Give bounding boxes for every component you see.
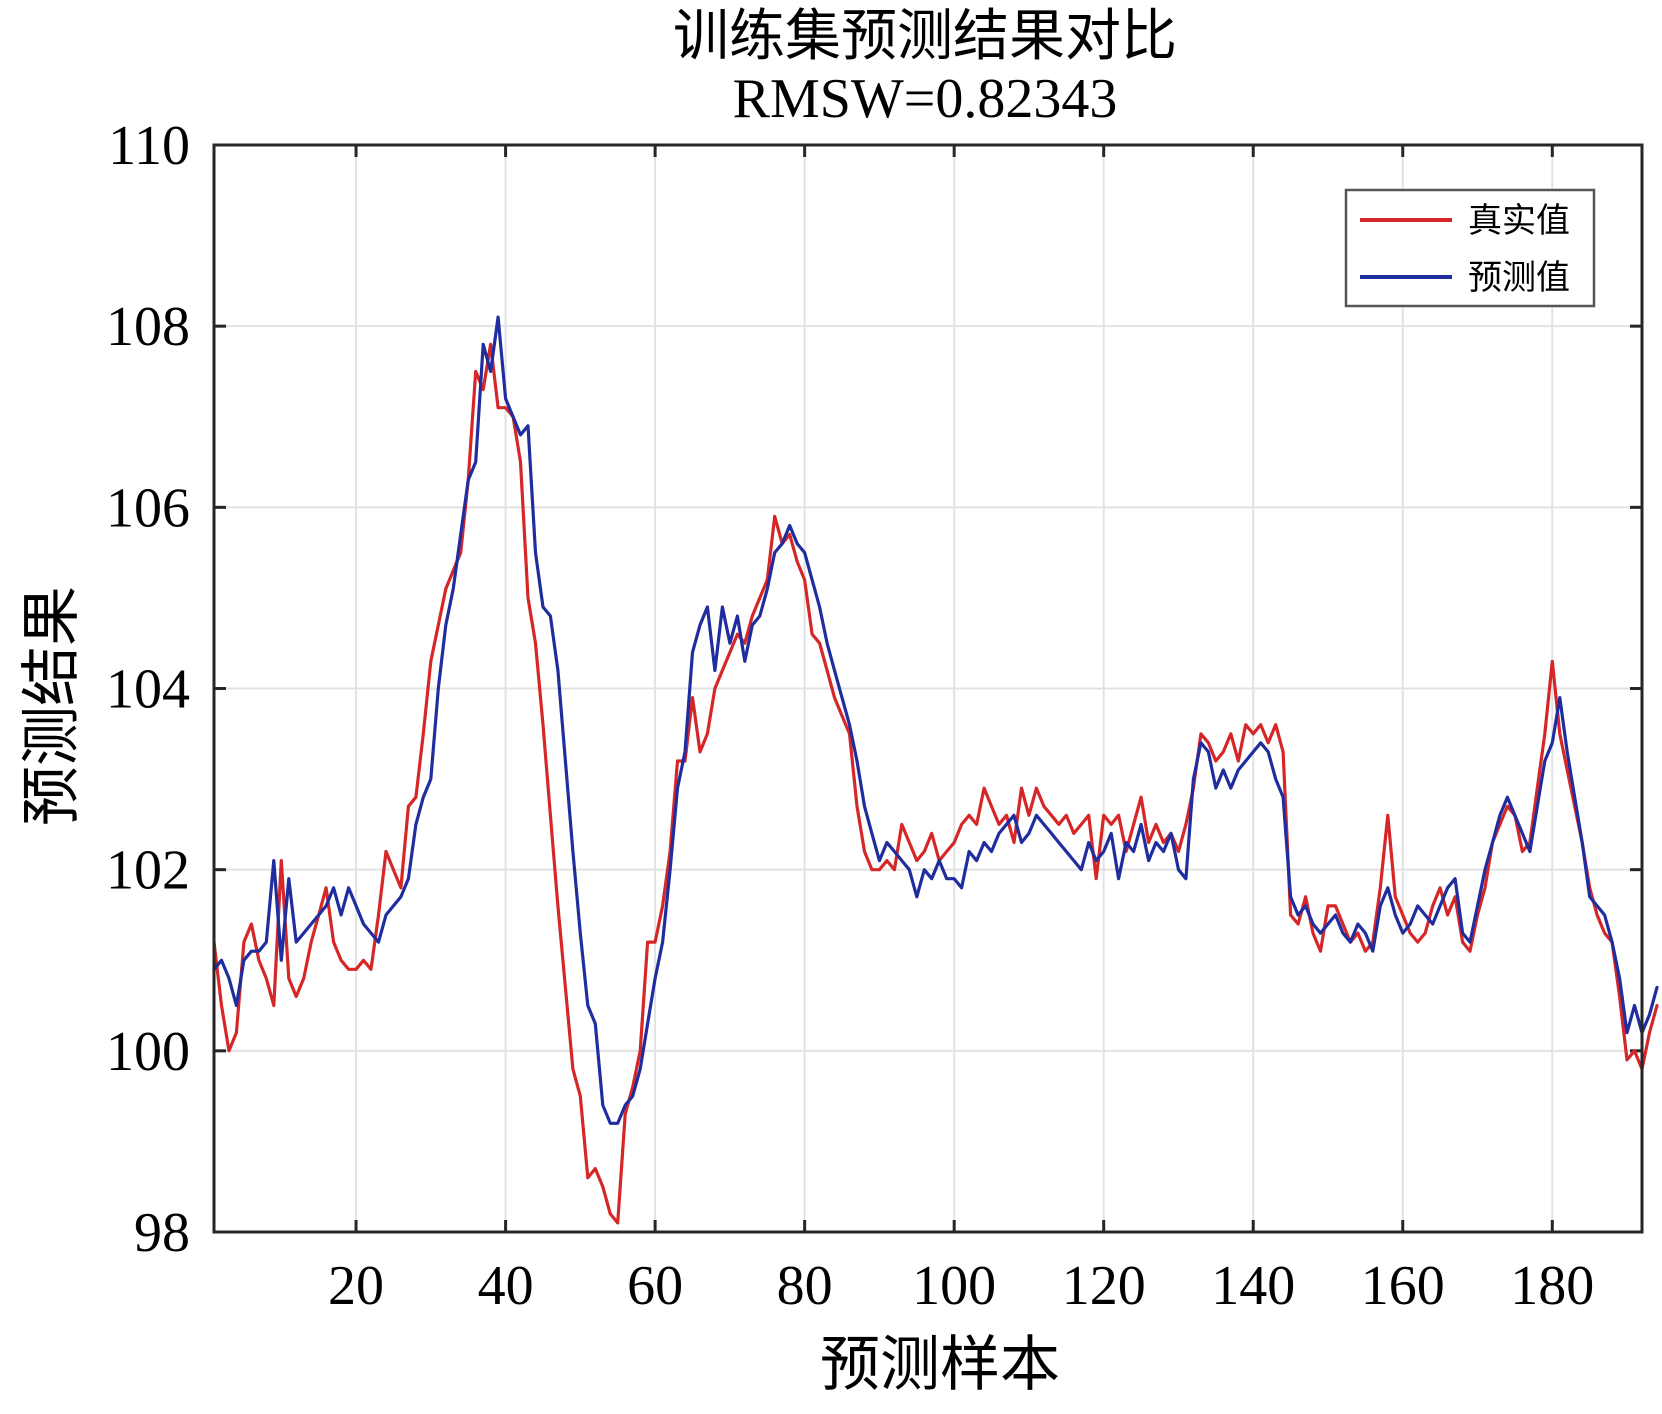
legend-box [1344,188,1596,308]
series-line-1 [212,315,1659,1125]
grid [214,145,1642,1232]
x-tick-label-20: 20 [328,1255,384,1317]
y-tick-label-110: 110 [108,115,190,177]
y-tick-label-108: 108 [106,296,190,358]
y-axis-label: 预测结果 [17,586,87,826]
series-lines [212,315,1659,1225]
y-tick-label-100: 100 [106,1021,190,1083]
series-line-0 [212,342,1659,1225]
x-tick-label-100: 100 [912,1255,996,1317]
chart-subtitle: RMSW=0.82343 [733,68,1118,130]
y-tick-label-98: 98 [134,1202,190,1264]
x-tick-label-140: 140 [1211,1255,1295,1317]
y-tick-label-104: 104 [106,659,190,721]
plot-frame [212,143,1644,1234]
x-tick-label-80: 80 [777,1255,833,1317]
y-tick-label-106: 106 [106,477,190,539]
x-axis-label: 预测样本 [820,1330,1060,1400]
x-tick-label-60: 60 [627,1255,683,1317]
legend-label-real: 真实值 [1468,201,1570,241]
x-tick-label-180: 180 [1510,1255,1594,1317]
legend-label-predicted: 预测值 [1468,258,1570,298]
axis-ticks: 20 40 60 80 100 120 140 160 180 98 100 102 104 106 108… [106,115,1642,1317]
y-tick-label-102: 102 [106,840,190,902]
legend: 真实值 预测值 [1344,188,1596,308]
chart-title: 训练集预测结果对比 [673,6,1177,68]
x-tick-label-120: 120 [1062,1255,1146,1317]
x-tick-label-40: 40 [478,1255,534,1317]
x-tick-label-160: 160 [1361,1255,1445,1317]
